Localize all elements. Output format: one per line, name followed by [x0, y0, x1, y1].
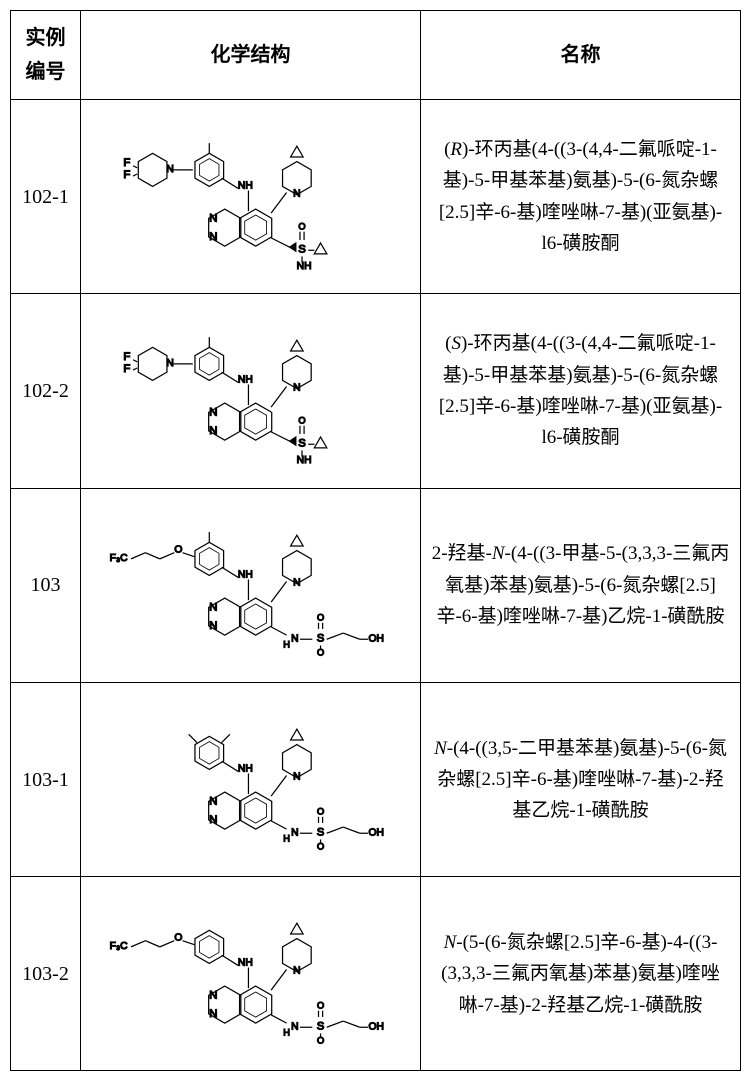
cell-structure: NNNHNF₃COHNSOOOH	[81, 877, 421, 1071]
svg-text:NH: NH	[238, 763, 253, 774]
svg-text:N: N	[291, 1021, 298, 1032]
svg-text:NH: NH	[238, 180, 253, 191]
svg-text:O: O	[174, 933, 182, 944]
cell-structure: NNNHNF₃COHNSOOOH	[81, 488, 421, 682]
cell-name: N-(5-(6-氮杂螺[2.5]辛-6-基)-4-((3-(3,3,3-三氟丙氧…	[421, 877, 741, 1071]
svg-text:N: N	[209, 212, 217, 224]
svg-text:N: N	[293, 577, 300, 588]
svg-text:O: O	[317, 612, 324, 622]
svg-text:NH: NH	[238, 958, 253, 969]
svg-text:N: N	[291, 827, 298, 838]
cell-id: 103-1	[11, 682, 81, 876]
svg-text:N: N	[293, 383, 300, 394]
svg-text:S: S	[298, 243, 306, 255]
svg-text:S: S	[298, 438, 306, 450]
svg-text:N: N	[291, 633, 298, 644]
svg-text:N: N	[209, 231, 217, 243]
svg-text:NH: NH	[238, 375, 253, 386]
svg-text:O: O	[298, 416, 305, 426]
svg-text:F₃C: F₃C	[110, 553, 128, 564]
svg-text:S: S	[317, 1020, 325, 1032]
table-row: 102-2NNNHNNFFSONH(S)-环丙基(4-((3-(4,4-二氟哌啶…	[11, 294, 741, 488]
svg-text:N: N	[209, 601, 217, 613]
table-row: 103-2NNNHNF₃COHNSOOOHN-(5-(6-氮杂螺[2.5]辛-6…	[11, 877, 741, 1071]
header-name: 名称	[421, 11, 741, 100]
svg-text:N: N	[209, 620, 217, 632]
svg-text:OH: OH	[368, 1021, 383, 1032]
svg-text:NH: NH	[297, 261, 312, 272]
cell-name: N-(4-((3,5-二甲基苯基)氨基)-5-(6-氮杂螺[2.5]辛-6-基)…	[421, 682, 741, 876]
cell-structure: NNNHNHNSOOOH	[81, 682, 421, 876]
cell-name: 2-羟基-N-(4-((3-甲基-5-(3,3,3-三氟丙氧基)苯基)氨基)-5…	[421, 488, 741, 682]
svg-text:F: F	[123, 169, 130, 181]
svg-text:N: N	[293, 772, 300, 783]
svg-text:H: H	[283, 639, 290, 649]
header-structure: 化学结构	[81, 11, 421, 100]
svg-text:NH: NH	[297, 455, 312, 466]
svg-text:OH: OH	[368, 633, 383, 644]
cell-name: (R)-环丙基(4-((3-(4,4-二氟哌啶-1-基)-5-甲基苯基)氨基)-…	[421, 100, 741, 294]
svg-text:F: F	[123, 363, 130, 375]
cell-structure: NNNHNNFFSONH	[81, 294, 421, 488]
svg-text:H: H	[283, 833, 290, 843]
svg-text:O: O	[174, 544, 182, 555]
cell-structure: NNNHNNFFSONH	[81, 100, 421, 294]
svg-text:S: S	[317, 632, 325, 644]
svg-text:S: S	[317, 826, 325, 838]
cell-id: 102-2	[11, 294, 81, 488]
table-row: 103-1NNNHNHNSOOOHN-(4-((3,5-二甲基苯基)氨基)-5-…	[11, 682, 741, 876]
cell-name: (S)-环丙基(4-((3-(4,4-二氟哌啶-1-基)-5-甲基苯基)氨基)-…	[421, 294, 741, 488]
svg-text:N: N	[209, 795, 217, 807]
svg-text:N: N	[293, 189, 300, 200]
cell-id: 102-1	[11, 100, 81, 294]
svg-text:O: O	[317, 807, 324, 817]
svg-text:N: N	[209, 814, 217, 826]
svg-text:O: O	[317, 1001, 324, 1011]
table-header-row: 实例 编号 化学结构 名称	[11, 11, 741, 100]
svg-text:O: O	[298, 222, 305, 232]
svg-text:N: N	[209, 1008, 217, 1020]
svg-text:H: H	[283, 1028, 290, 1038]
svg-text:OH: OH	[368, 827, 383, 838]
cell-id: 103-2	[11, 877, 81, 1071]
table-body: 102-1NNNHNNFFSONH(R)-环丙基(4-((3-(4,4-二氟哌啶…	[11, 100, 741, 1071]
table-row: 102-1NNNHNNFFSONH(R)-环丙基(4-((3-(4,4-二氟哌啶…	[11, 100, 741, 294]
svg-text:F: F	[123, 351, 130, 363]
header-id: 实例 编号	[11, 11, 81, 100]
compound-table: 实例 编号 化学结构 名称 102-1NNNHNNFFSONH(R)-环丙基(4…	[10, 10, 741, 1071]
svg-text:N: N	[209, 407, 217, 419]
svg-text:F: F	[123, 157, 130, 169]
svg-text:N: N	[293, 966, 300, 977]
cell-id: 103	[11, 488, 81, 682]
svg-text:F₃C: F₃C	[110, 941, 128, 952]
svg-text:NH: NH	[238, 569, 253, 580]
table-row: 103NNNHNF₃COHNSOOOH2-羟基-N-(4-((3-甲基-5-(3…	[11, 488, 741, 682]
svg-text:N: N	[209, 425, 217, 437]
